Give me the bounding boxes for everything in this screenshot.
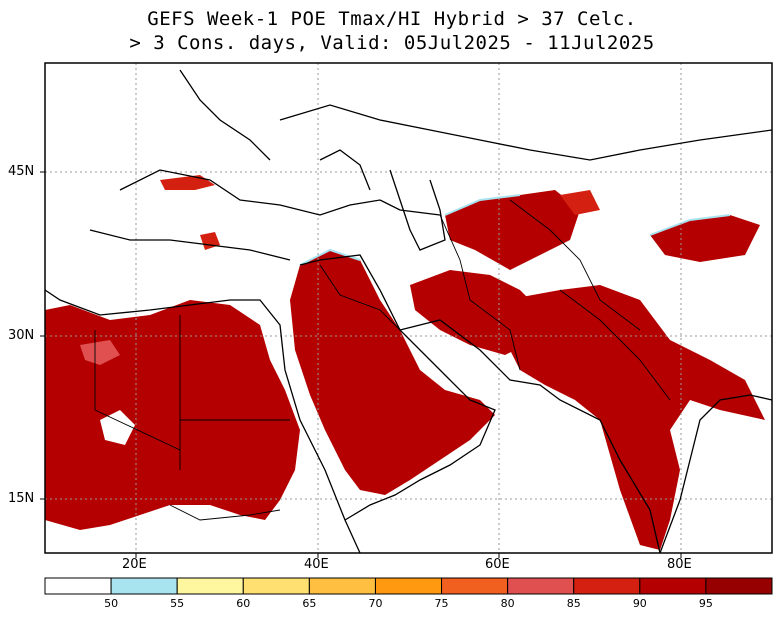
lon-label-80e: 80E — [667, 557, 692, 572]
legend-label: 80 — [500, 597, 515, 610]
color-bar-segment — [705, 577, 773, 595]
legend-label: 85 — [566, 597, 581, 610]
color-bar-segment — [44, 577, 112, 595]
taklamakan-heat-region — [650, 215, 760, 262]
color-bar — [44, 577, 773, 595]
map-frame — [44, 62, 773, 554]
lat-label-45n: 45N — [8, 164, 35, 179]
country-borders — [94, 199, 671, 521]
title-line-2: > 3 Cons. days, Valid: 05Jul2025 - 11Jul… — [129, 32, 655, 54]
legend-label: 50 — [104, 597, 119, 610]
balkan-heat-patch — [160, 175, 215, 190]
legend-label: 60 — [236, 597, 251, 610]
sahara-heat-region — [45, 300, 300, 530]
color-bar-segment — [573, 577, 641, 595]
color-bar-segment — [242, 577, 310, 595]
color-bar-segment — [308, 577, 376, 595]
axis-ticks — [40, 171, 682, 558]
graticule — [45, 63, 772, 553]
south-asia-heat-region — [505, 285, 765, 550]
lat-label-15n: 15N — [8, 491, 35, 506]
lon-label-20e: 20E — [122, 557, 147, 572]
coastlines — [44, 69, 773, 554]
legend-label: 95 — [698, 597, 713, 610]
turkey-heat-patch — [200, 232, 220, 250]
legend-label: 75 — [434, 597, 449, 610]
arabia-heat-region — [290, 250, 495, 495]
color-bar-segment — [176, 577, 244, 595]
title-line-1: GEFS Week-1 POE Tmax/HI Hybrid > 37 Celc… — [147, 8, 637, 30]
legend-label: 55 — [170, 597, 185, 610]
legend-label: 90 — [632, 597, 647, 610]
sahara-gap — [100, 410, 135, 445]
lon-label-60e: 60E — [485, 557, 510, 572]
heat-probability-field — [45, 175, 765, 550]
lon-label-40e: 40E — [304, 557, 329, 572]
sahara-edge — [80, 340, 120, 365]
central-asia-heat-region — [445, 190, 580, 270]
legend-label: 70 — [368, 597, 383, 610]
legend-label: 65 — [302, 597, 317, 610]
color-bar-segment — [110, 577, 178, 595]
color-bar-segment — [507, 577, 575, 595]
lat-label-30n: 30N — [8, 328, 35, 343]
color-bar-segment — [639, 577, 707, 595]
color-bar-segment — [374, 577, 443, 595]
caspian-heat-patch — [560, 190, 600, 215]
color-bar-segment — [441, 577, 509, 595]
